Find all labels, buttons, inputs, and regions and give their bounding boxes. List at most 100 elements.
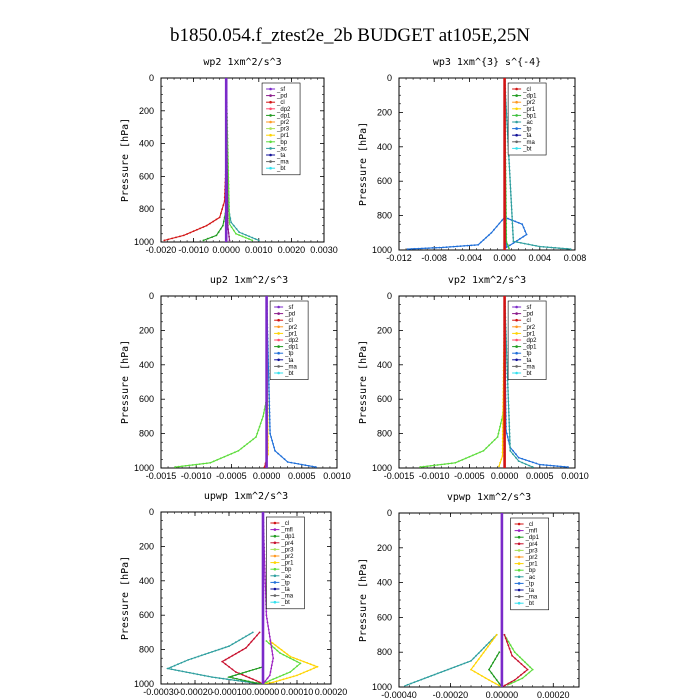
series-marker	[501, 515, 503, 518]
series-marker	[296, 660, 298, 663]
plot-frame	[398, 77, 576, 251]
series-marker	[198, 463, 201, 465]
legend-marker	[277, 312, 280, 315]
series-marker	[461, 458, 464, 461]
legend-marker	[269, 160, 272, 163]
legend-marker	[517, 555, 521, 559]
series-marker	[225, 216, 228, 218]
series-marker	[225, 91, 228, 94]
series-marker	[225, 241, 228, 242]
series-marker	[501, 537, 503, 539]
series-marker	[503, 421, 506, 424]
series-marker	[309, 663, 312, 666]
series-marker	[503, 94, 506, 97]
series-marker	[546, 246, 549, 249]
series-marker	[526, 668, 529, 671]
legend-marker	[515, 351, 518, 355]
series-marker	[512, 453, 514, 456]
series-marker	[255, 679, 258, 682]
legend-label: _cl	[276, 100, 285, 106]
series-marker	[501, 451, 504, 454]
legend-label: _dp1	[522, 345, 537, 351]
series-marker	[225, 226, 228, 229]
x-tick-label: -0.0010	[419, 471, 450, 481]
series-marker	[269, 671, 272, 673]
series-marker	[501, 668, 503, 671]
series-marker	[218, 216, 221, 219]
series-marker	[492, 661, 494, 664]
series-marker	[503, 446, 506, 448]
series-marker	[466, 244, 469, 247]
legend-marker	[515, 325, 518, 329]
x-tick-label: -0.0005	[454, 471, 485, 481]
series-marker	[501, 604, 503, 607]
series-marker	[454, 461, 457, 464]
series-marker	[269, 429, 271, 431]
series-marker	[491, 680, 494, 683]
legend-label: _tp	[284, 351, 294, 357]
series-marker	[440, 671, 443, 673]
series-marker	[503, 136, 506, 139]
legend-label: _pr1	[522, 107, 536, 113]
legend-label: _dp1	[284, 345, 299, 351]
legend-marker	[517, 595, 521, 598]
panel-title: vpwp 1xm^2/s^3	[447, 492, 531, 503]
series-marker	[503, 182, 506, 185]
series-marker	[267, 682, 269, 684]
series-marker	[195, 463, 198, 466]
series-marker	[225, 119, 228, 122]
x-tick-label: 0.0005	[526, 471, 554, 481]
legend-marker	[515, 312, 518, 315]
series-marker	[264, 578, 267, 581]
series-marker	[304, 464, 307, 467]
series-marker	[423, 677, 426, 680]
series-marker	[466, 661, 469, 663]
legend-label: _tp	[280, 580, 290, 586]
y-tick-label: 200	[377, 107, 392, 117]
series-marker	[238, 639, 241, 642]
series-marker	[265, 610, 268, 613]
series-marker	[482, 449, 485, 452]
series-marker	[521, 677, 524, 680]
series-marker	[227, 176, 230, 179]
legend-marker	[517, 568, 521, 572]
legend-marker	[277, 358, 280, 362]
legend-marker	[269, 94, 272, 97]
series-marker	[283, 651, 286, 653]
legend-marker	[269, 127, 272, 130]
series-marker	[225, 94, 228, 97]
legend-marker	[273, 528, 277, 531]
series-marker	[199, 227, 202, 230]
series-marker	[503, 189, 506, 192]
x-tick-label: -0.00030	[143, 687, 179, 697]
series-marker	[234, 641, 237, 644]
y-tick-label: 400	[377, 578, 392, 588]
y-tick-label: 400	[139, 360, 154, 370]
series-marker	[268, 679, 271, 682]
series-marker	[503, 112, 506, 114]
legend-label: _ta	[276, 153, 286, 159]
series-marker	[285, 655, 288, 658]
series-marker	[569, 248, 572, 250]
legend-label: _dp2	[276, 107, 291, 113]
series-marker	[268, 642, 270, 645]
series-marker	[268, 632, 271, 634]
series-marker	[507, 155, 510, 158]
legend-label: _dp1	[276, 113, 291, 119]
legend-marker	[269, 100, 272, 104]
series-marker	[523, 665, 526, 668]
series-marker	[503, 298, 506, 301]
series-marker	[503, 460, 506, 462]
legend-label: _bt	[522, 146, 532, 152]
series-marker	[501, 597, 503, 600]
series-marker	[450, 462, 453, 465]
series-marker	[173, 664, 176, 667]
series-marker	[265, 453, 268, 455]
series-marker	[270, 436, 272, 438]
y-axis-label: Pressure [hPa]	[358, 340, 369, 424]
series-marker	[222, 677, 225, 680]
legend-marker	[273, 594, 277, 597]
y-tick-label: 0	[149, 73, 154, 83]
series-marker	[241, 680, 243, 683]
series-marker	[524, 230, 526, 233]
